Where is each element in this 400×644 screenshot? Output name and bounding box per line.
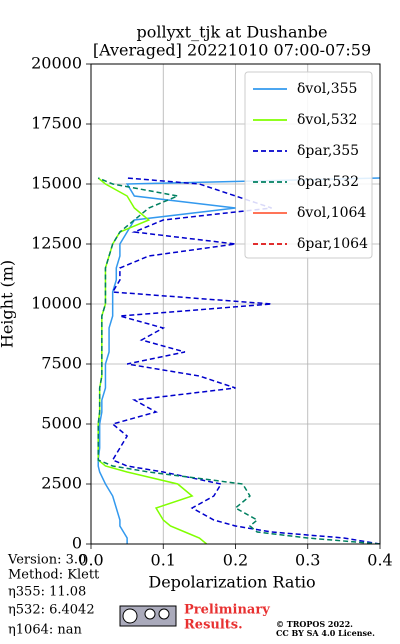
y-tick-label: 5000 [41, 414, 82, 433]
profile-line [97, 177, 380, 544]
legend-label: δvol,355 [297, 81, 357, 97]
plot-lines [97, 177, 380, 544]
legend-label: δpar,355 [297, 143, 359, 159]
x-tick-label: 0.4 [367, 551, 392, 570]
copyright-text: © TROPOS 2022. [276, 619, 353, 629]
y-tick-label: 15000 [31, 174, 82, 193]
profile-line [97, 177, 380, 544]
cc-logo [119, 605, 177, 627]
chart-subtitle: [Averaged] 20221010 07:00-07:59 [93, 41, 371, 60]
y-tick-label: 12500 [31, 234, 82, 253]
legend-label: δpar,532 [297, 174, 359, 190]
y-tick-label: 2500 [41, 474, 82, 493]
x-tick-label: 0.3 [295, 551, 320, 570]
info-text: Version: 3.0 [7, 553, 86, 568]
legend-box [244, 71, 373, 259]
info-text: η355: 11.08 [8, 585, 86, 600]
profile-line [111, 177, 380, 544]
x-axis-label: Depolarization Ratio [148, 573, 315, 592]
info-text: η1064: nan [8, 623, 83, 638]
x-tick-label: 0.0 [78, 551, 103, 570]
y-tick-label: 7500 [41, 354, 82, 373]
chart-title: pollyxt_tjk at Dushanbe [136, 23, 327, 42]
legend-label: δvol,532 [297, 112, 357, 128]
x-tick-label: 0.1 [151, 551, 176, 570]
y-tick-label: 10000 [31, 294, 82, 313]
license-text: CC BY SA 4.0 License. [276, 628, 375, 638]
info-text: η532: 6.4042 [8, 603, 95, 618]
preliminary-text: Preliminary [184, 603, 270, 618]
legend-label: δvol,1064 [297, 205, 366, 221]
legend-label: δpar,1064 [297, 236, 368, 252]
y-axis-label: Height (m) [0, 260, 17, 348]
y-tick-label: 17500 [31, 114, 82, 133]
info-text: Method: Klett [8, 568, 100, 583]
y-tick-label: 20000 [31, 54, 82, 73]
profile-line [97, 177, 208, 544]
plot-frame [90, 63, 381, 545]
x-tick-label: 0.2 [223, 551, 248, 570]
y-tick-label: 0 [72, 534, 82, 553]
preliminary-text: Results. [184, 618, 243, 633]
